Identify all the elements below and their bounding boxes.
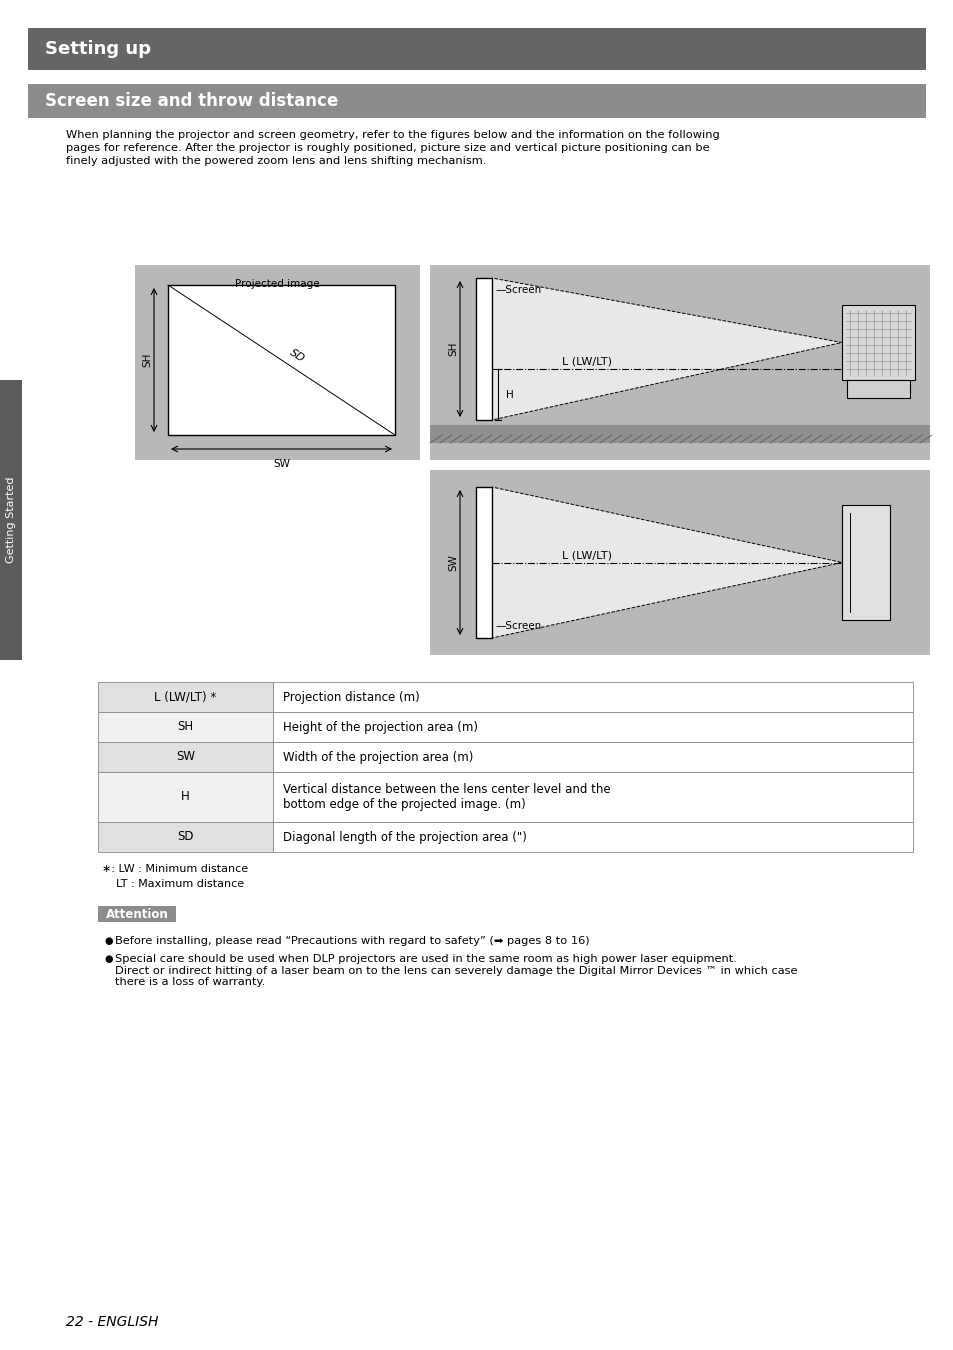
Text: 22 - ENGLISH: 22 - ENGLISH: [66, 1315, 158, 1328]
Bar: [98, 906, 175, 922]
Text: —Screen: —Screen: [496, 285, 541, 296]
Text: ∗: LW : Minimum distance: ∗: LW : Minimum distance: [102, 864, 248, 873]
Bar: [273, 772, 912, 822]
Bar: [98, 772, 273, 822]
Polygon shape: [492, 278, 841, 420]
Text: Setting up: Setting up: [45, 40, 151, 58]
Bar: [168, 285, 395, 435]
Bar: [98, 743, 273, 772]
Text: SH: SH: [448, 342, 457, 356]
Text: SW: SW: [175, 751, 194, 764]
Text: Screen size and throw distance: Screen size and throw distance: [45, 92, 338, 109]
Bar: [846, 379, 909, 398]
Text: Projection distance (m): Projection distance (m): [283, 690, 419, 703]
Bar: [28, 84, 925, 117]
Bar: [273, 743, 912, 772]
Bar: [28, 28, 925, 70]
Bar: [273, 711, 912, 743]
Text: L (LW/LT) *: L (LW/LT) *: [154, 690, 216, 703]
Bar: [476, 487, 492, 639]
Text: L (LW/LT): L (LW/LT): [561, 356, 612, 367]
Bar: [430, 265, 929, 460]
Polygon shape: [492, 487, 841, 639]
Bar: [98, 682, 273, 711]
Bar: [98, 822, 273, 852]
Text: H: H: [505, 390, 514, 400]
Bar: [841, 505, 889, 620]
Text: Attention: Attention: [106, 907, 168, 921]
Bar: [476, 278, 492, 420]
Text: Width of the projection area (m): Width of the projection area (m): [283, 751, 473, 764]
Bar: [841, 305, 914, 379]
Bar: [273, 682, 912, 711]
Bar: [273, 822, 912, 852]
Text: —Screen: —Screen: [496, 621, 541, 630]
Text: Getting Started: Getting Started: [6, 477, 16, 563]
Text: When planning the projector and screen geometry, refer to the figures below and : When planning the projector and screen g…: [66, 130, 719, 166]
Text: SH: SH: [142, 352, 152, 367]
Text: SD: SD: [177, 830, 193, 844]
Text: Vertical distance between the lens center level and the
bottom edge of the proje: Vertical distance between the lens cente…: [283, 783, 610, 811]
Bar: [135, 265, 419, 460]
Text: Before installing, please read “Precautions with regard to safety” (➡ pages 8 to: Before installing, please read “Precauti…: [115, 936, 589, 946]
Text: SW: SW: [273, 459, 290, 468]
Text: SH: SH: [177, 721, 193, 733]
Text: ●: ●: [104, 954, 112, 964]
Bar: [98, 711, 273, 743]
Text: L (LW/LT): L (LW/LT): [561, 551, 612, 560]
Text: Height of the projection area (m): Height of the projection area (m): [283, 721, 477, 733]
Text: Diagonal length of the projection area ("): Diagonal length of the projection area (…: [283, 830, 526, 844]
Text: SW: SW: [448, 554, 457, 571]
Bar: [0, 379, 22, 660]
Text: LT : Maximum distance: LT : Maximum distance: [102, 879, 244, 890]
Text: Special care should be used when DLP projectors are used in the same room as hig: Special care should be used when DLP pro…: [115, 954, 797, 987]
Text: SD: SD: [288, 347, 307, 364]
Text: Projected image: Projected image: [235, 279, 319, 289]
Text: H: H: [181, 791, 190, 803]
Text: ●: ●: [104, 936, 112, 946]
Bar: [430, 470, 929, 655]
